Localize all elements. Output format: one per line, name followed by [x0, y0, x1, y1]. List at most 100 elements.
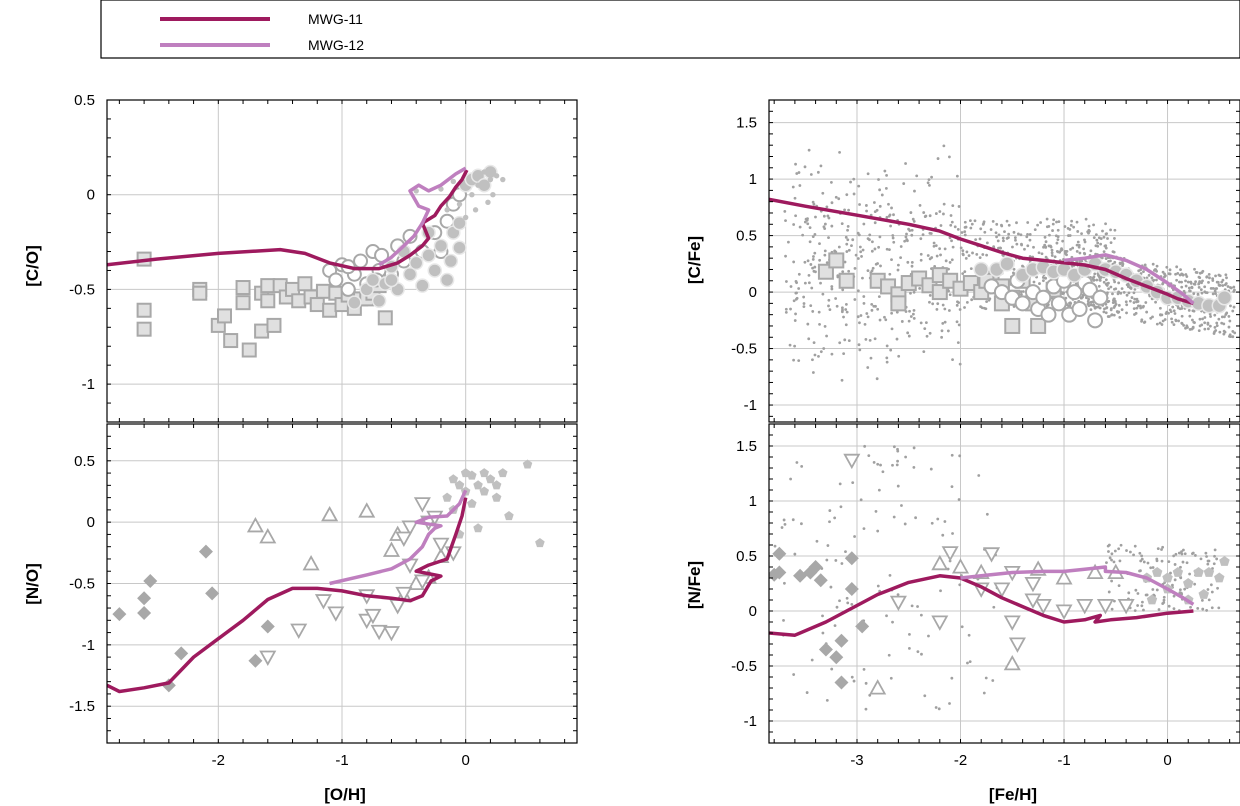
field-star-dot [811, 200, 815, 204]
field-star-dot [850, 244, 853, 248]
field-star-dot [951, 358, 954, 362]
field-star-dot [852, 192, 856, 196]
field-star-dot [1105, 306, 1109, 309]
field-star-dot [1113, 280, 1117, 284]
field-star-dot [1201, 279, 1204, 283]
field-star-dot [932, 244, 936, 248]
field-star-dot [1168, 268, 1172, 272]
field-star-dot [921, 233, 925, 237]
x-tick-label: 0 [462, 752, 470, 769]
field-star-dot [1208, 324, 1212, 328]
field-star-dot [1013, 236, 1017, 240]
field-star-dot [1045, 217, 1049, 221]
field-star-dot [817, 355, 820, 358]
field-star-dot [802, 295, 806, 299]
field-star-dot [1163, 318, 1167, 321]
field-star-dot [900, 504, 903, 507]
field-star-dot [985, 241, 989, 245]
field-star-dot [803, 165, 807, 169]
field-star-dot [912, 446, 916, 450]
field-star-dot [1105, 232, 1108, 236]
field-star-dot [879, 264, 882, 268]
field-star-dot [858, 203, 861, 206]
marker-circle-open [340, 281, 356, 297]
field-star-dot [910, 604, 914, 608]
marker-circle-open [1040, 306, 1057, 323]
field-star-dot [773, 544, 777, 548]
field-star-dot [857, 184, 861, 188]
field-star-dot [1109, 259, 1112, 263]
field-star-dot [830, 285, 834, 288]
field-star-dot [1033, 228, 1037, 232]
field-star-dot [1203, 321, 1207, 325]
field-star-dot [1175, 278, 1179, 282]
field-star-dot [818, 242, 821, 246]
x-tick-label: -3 [850, 752, 863, 769]
field-star-dot [802, 302, 806, 305]
field-star-dot [951, 204, 955, 208]
marker-diamond [174, 646, 189, 661]
field-star-dot [795, 172, 799, 175]
field-star-dot [798, 184, 802, 187]
field-star-dot [809, 173, 813, 176]
y-tick-label: 1 [749, 493, 757, 510]
field-star-dot [1077, 243, 1081, 247]
field-star-dot [1217, 317, 1221, 321]
field-star-dot [908, 632, 911, 636]
field-star-dot [1174, 319, 1178, 323]
field-star-dot [1158, 306, 1162, 310]
field-star-dot [793, 344, 797, 348]
field-star-dot [842, 352, 846, 356]
field-star-dot [869, 356, 873, 360]
field-star-dot [983, 230, 987, 234]
field-star-dot [1228, 334, 1231, 338]
marker-pentagon [1172, 567, 1184, 577]
field-star-dot [1056, 228, 1060, 232]
field-star-dot [1173, 578, 1177, 582]
field-star-dot [807, 273, 811, 277]
field-star-dot [1065, 253, 1068, 257]
marker-square [838, 272, 855, 289]
field-star-dot [1215, 557, 1219, 561]
field-star-dot [1175, 265, 1179, 269]
field-star-dot [969, 226, 973, 230]
field-star-dot [916, 650, 920, 654]
field-star-dot [1005, 236, 1009, 240]
marker-pentagon [491, 480, 502, 490]
field-star-dot [1036, 223, 1040, 227]
field-star-dot [1220, 321, 1224, 325]
marker-triangle-down [843, 453, 861, 470]
field-star-dot [1110, 552, 1114, 556]
field-star-dot [1229, 304, 1232, 308]
field-star-dot [1151, 262, 1155, 266]
field-star-dot [957, 301, 961, 305]
field-star-dot [1068, 301, 1071, 305]
marker-triangle-down [395, 586, 413, 603]
field-star-dot [1127, 291, 1131, 295]
field-star-dot [868, 693, 872, 697]
field-star-dot [1026, 221, 1030, 224]
marker-pentagon [1198, 589, 1209, 599]
field-star-dot [797, 359, 801, 363]
field-star-dot [1007, 223, 1011, 227]
field-star-dot [906, 260, 910, 264]
field-star-dot [1106, 237, 1109, 240]
marker-pentagon [454, 480, 465, 490]
marker-triangle-down [993, 582, 1011, 598]
field-star-dot [1132, 301, 1136, 304]
field-star-dot [1070, 219, 1074, 223]
field-star-dot [1132, 553, 1135, 557]
field-star-dot [883, 315, 886, 319]
field-star-dot [1089, 303, 1093, 307]
marker-circle-open [1014, 295, 1031, 312]
field-star-dot [1170, 317, 1173, 321]
field-star-dot [904, 455, 908, 459]
marker-circle-filled [452, 215, 467, 231]
field-star-dot [1140, 554, 1144, 558]
field-star-dot [887, 653, 891, 657]
field-star-dot [785, 280, 788, 283]
field-star-dot [800, 522, 803, 526]
field-star-dot [845, 242, 849, 246]
field-star-dot [1092, 223, 1095, 227]
